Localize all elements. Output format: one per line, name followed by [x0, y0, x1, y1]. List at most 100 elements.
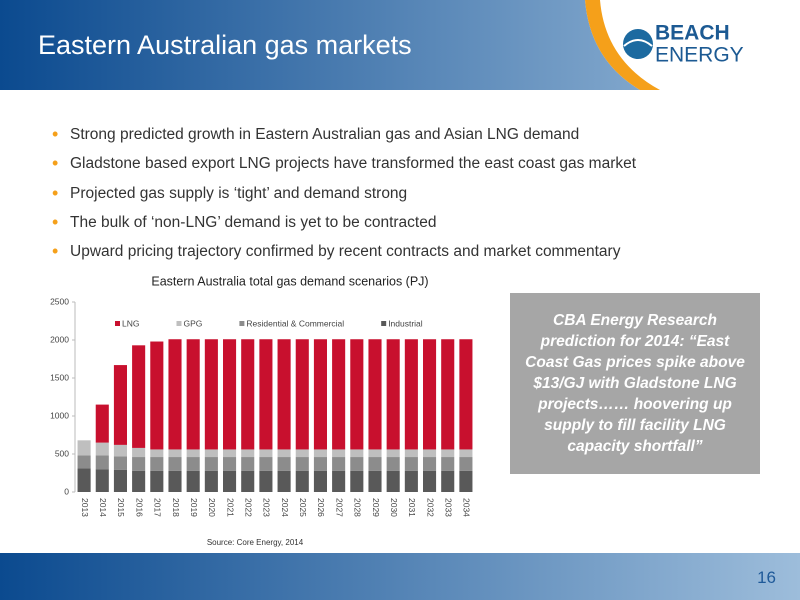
bar-segment [204, 339, 218, 450]
bar-segment [132, 457, 146, 471]
x-tick-label: 2023 [262, 498, 272, 517]
chart: Eastern Australia total gas demand scena… [50, 274, 473, 547]
x-tick-label: 2025 [298, 498, 308, 517]
x-tick-label: 2030 [389, 498, 399, 517]
bar-segment [241, 457, 255, 471]
x-tick-label: 2013 [80, 498, 90, 517]
chart-source: Source: Core Energy, 2014 [207, 538, 304, 547]
bar-segment [350, 470, 364, 492]
bar-segment [368, 457, 382, 471]
bar-segment [350, 449, 364, 458]
bar-segment [441, 339, 455, 450]
bar-segment [295, 449, 309, 458]
bar-segment [313, 339, 327, 450]
bar-segment [277, 457, 291, 471]
legend-swatch [176, 321, 182, 326]
bar-segment [77, 455, 91, 469]
bar-segment [368, 449, 382, 458]
bar-segment [186, 470, 200, 492]
x-tick-label: 2027 [334, 498, 344, 517]
legend-swatch [381, 321, 387, 326]
bar-segment [132, 447, 146, 458]
x-tick-label: 2016 [134, 498, 144, 517]
bar-segment [423, 457, 437, 471]
bar-segment [350, 457, 364, 471]
bar-segment [186, 449, 200, 458]
bar-segment [150, 470, 164, 492]
legend-swatch [115, 321, 120, 326]
bar-segment [313, 457, 327, 471]
x-tick-label: 2029 [371, 498, 381, 517]
bar-segment [441, 449, 455, 458]
bar-segment [186, 457, 200, 471]
bar-segment [295, 457, 309, 471]
x-tick-label: 2022 [243, 498, 253, 517]
bar-segment [313, 470, 327, 492]
bar-segment [77, 468, 91, 492]
bar-segment [459, 339, 473, 450]
bullet-text: Projected gas supply is ‘tight’ and dema… [70, 184, 408, 202]
bar-segment [277, 449, 291, 458]
bar-segment [441, 457, 455, 471]
legend-swatch [239, 321, 245, 326]
logo-text: ENERGY [655, 44, 744, 67]
bar-segment [332, 339, 346, 450]
bar-segment [95, 442, 109, 456]
x-tick-label: 2019 [189, 498, 199, 517]
bar-segment [277, 339, 291, 450]
bar-segment [459, 470, 473, 492]
x-tick-label: 2028 [353, 498, 363, 517]
x-tick-label: 2014 [98, 498, 108, 517]
bar-segment [113, 469, 127, 492]
bar-segment [241, 339, 255, 450]
bar-segment [186, 339, 200, 450]
bar-segment [204, 449, 218, 458]
bullet-text: Strong predicted growth in Eastern Austr… [70, 126, 580, 143]
legend-label: Industrial [388, 318, 423, 328]
bar-segment [132, 345, 146, 448]
legend-label: LNG [122, 318, 139, 328]
bar-segment [423, 339, 437, 450]
bar-segment [259, 470, 273, 492]
bar-segment [313, 449, 327, 458]
bar-segment [332, 457, 346, 471]
bar-segment [277, 470, 291, 492]
bar-segment [168, 457, 182, 471]
bar-segment [77, 440, 91, 456]
bar-segment [132, 470, 146, 492]
bar-segment [241, 470, 255, 492]
bar-segment [386, 457, 400, 471]
bar-segment [386, 470, 400, 492]
bar-segment [113, 444, 127, 457]
bar-segment [95, 455, 109, 470]
x-tick-label: 2017 [153, 498, 163, 517]
legend-label: Residential & Commercial [246, 318, 344, 328]
bar-segment [404, 470, 418, 492]
bar-segment [113, 456, 127, 470]
bar-segment [404, 457, 418, 471]
chart-title: Eastern Australia total gas demand scena… [151, 274, 428, 288]
bullet-text: The bulk of ‘non-LNG’ demand is yet to b… [70, 213, 437, 231]
bar-segment [441, 470, 455, 492]
bar-segment [332, 470, 346, 492]
bar-segment [223, 449, 237, 458]
bar-segment [259, 457, 273, 471]
bar-segment [423, 449, 437, 458]
bar-segment [404, 339, 418, 450]
bar-segment [350, 339, 364, 450]
bar-segment [204, 457, 218, 471]
y-tick-label: 2000 [50, 334, 69, 344]
bar-segment [423, 470, 437, 492]
bar-segment [95, 404, 109, 443]
bar-segment [95, 469, 109, 492]
bar-segment [168, 339, 182, 450]
x-tick-label: 2015 [116, 498, 126, 517]
y-tick-label: 1500 [50, 372, 69, 382]
x-tick-label: 2032 [425, 498, 435, 517]
bar-segment [295, 339, 309, 450]
bar-segment [259, 339, 273, 450]
legend-label: GPG [183, 318, 202, 328]
bar-segment [459, 449, 473, 458]
